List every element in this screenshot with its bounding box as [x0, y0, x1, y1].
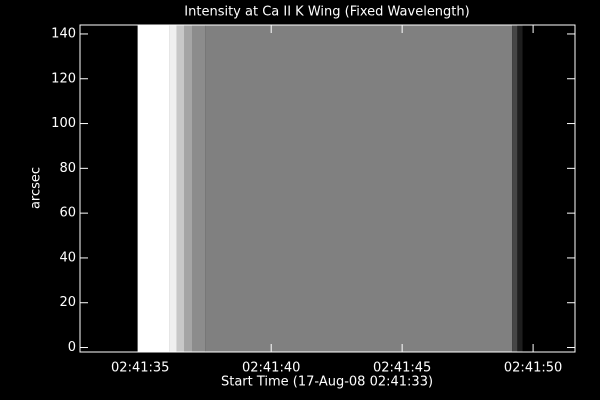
y-tick-label: 80 [59, 161, 76, 176]
x-tick-label: 02:41:45 [373, 361, 431, 376]
image-column [176, 25, 185, 352]
x-tick-label: 02:41:35 [111, 361, 169, 376]
chart-title: Intensity at Ca II K Wing (Fixed Wavelen… [184, 5, 469, 20]
plot-frame [79, 24, 576, 353]
y-axis-label: arcsec [29, 167, 44, 209]
image-column [169, 25, 177, 352]
y-tick-label: 40 [59, 250, 76, 265]
image-column [80, 25, 138, 352]
x-tick-label: 02:41:50 [504, 361, 562, 376]
image-column [192, 25, 206, 352]
x-axis-label: Start Time (17-Aug-08 02:41:33) [221, 375, 433, 390]
x-tick-label: 02:41:40 [242, 361, 300, 376]
image-column [137, 25, 170, 352]
y-tick-label: 60 [59, 206, 76, 221]
image-column [512, 25, 518, 352]
y-tick-label: 20 [59, 295, 76, 310]
y-tick-label: 100 [51, 116, 76, 131]
image-column [184, 25, 193, 352]
image-column [522, 25, 575, 352]
y-tick-label: 120 [51, 71, 76, 86]
y-tick-label: 140 [51, 26, 76, 41]
y-tick-label: 0 [68, 340, 76, 355]
image-column [205, 25, 513, 352]
image-column [517, 25, 523, 352]
